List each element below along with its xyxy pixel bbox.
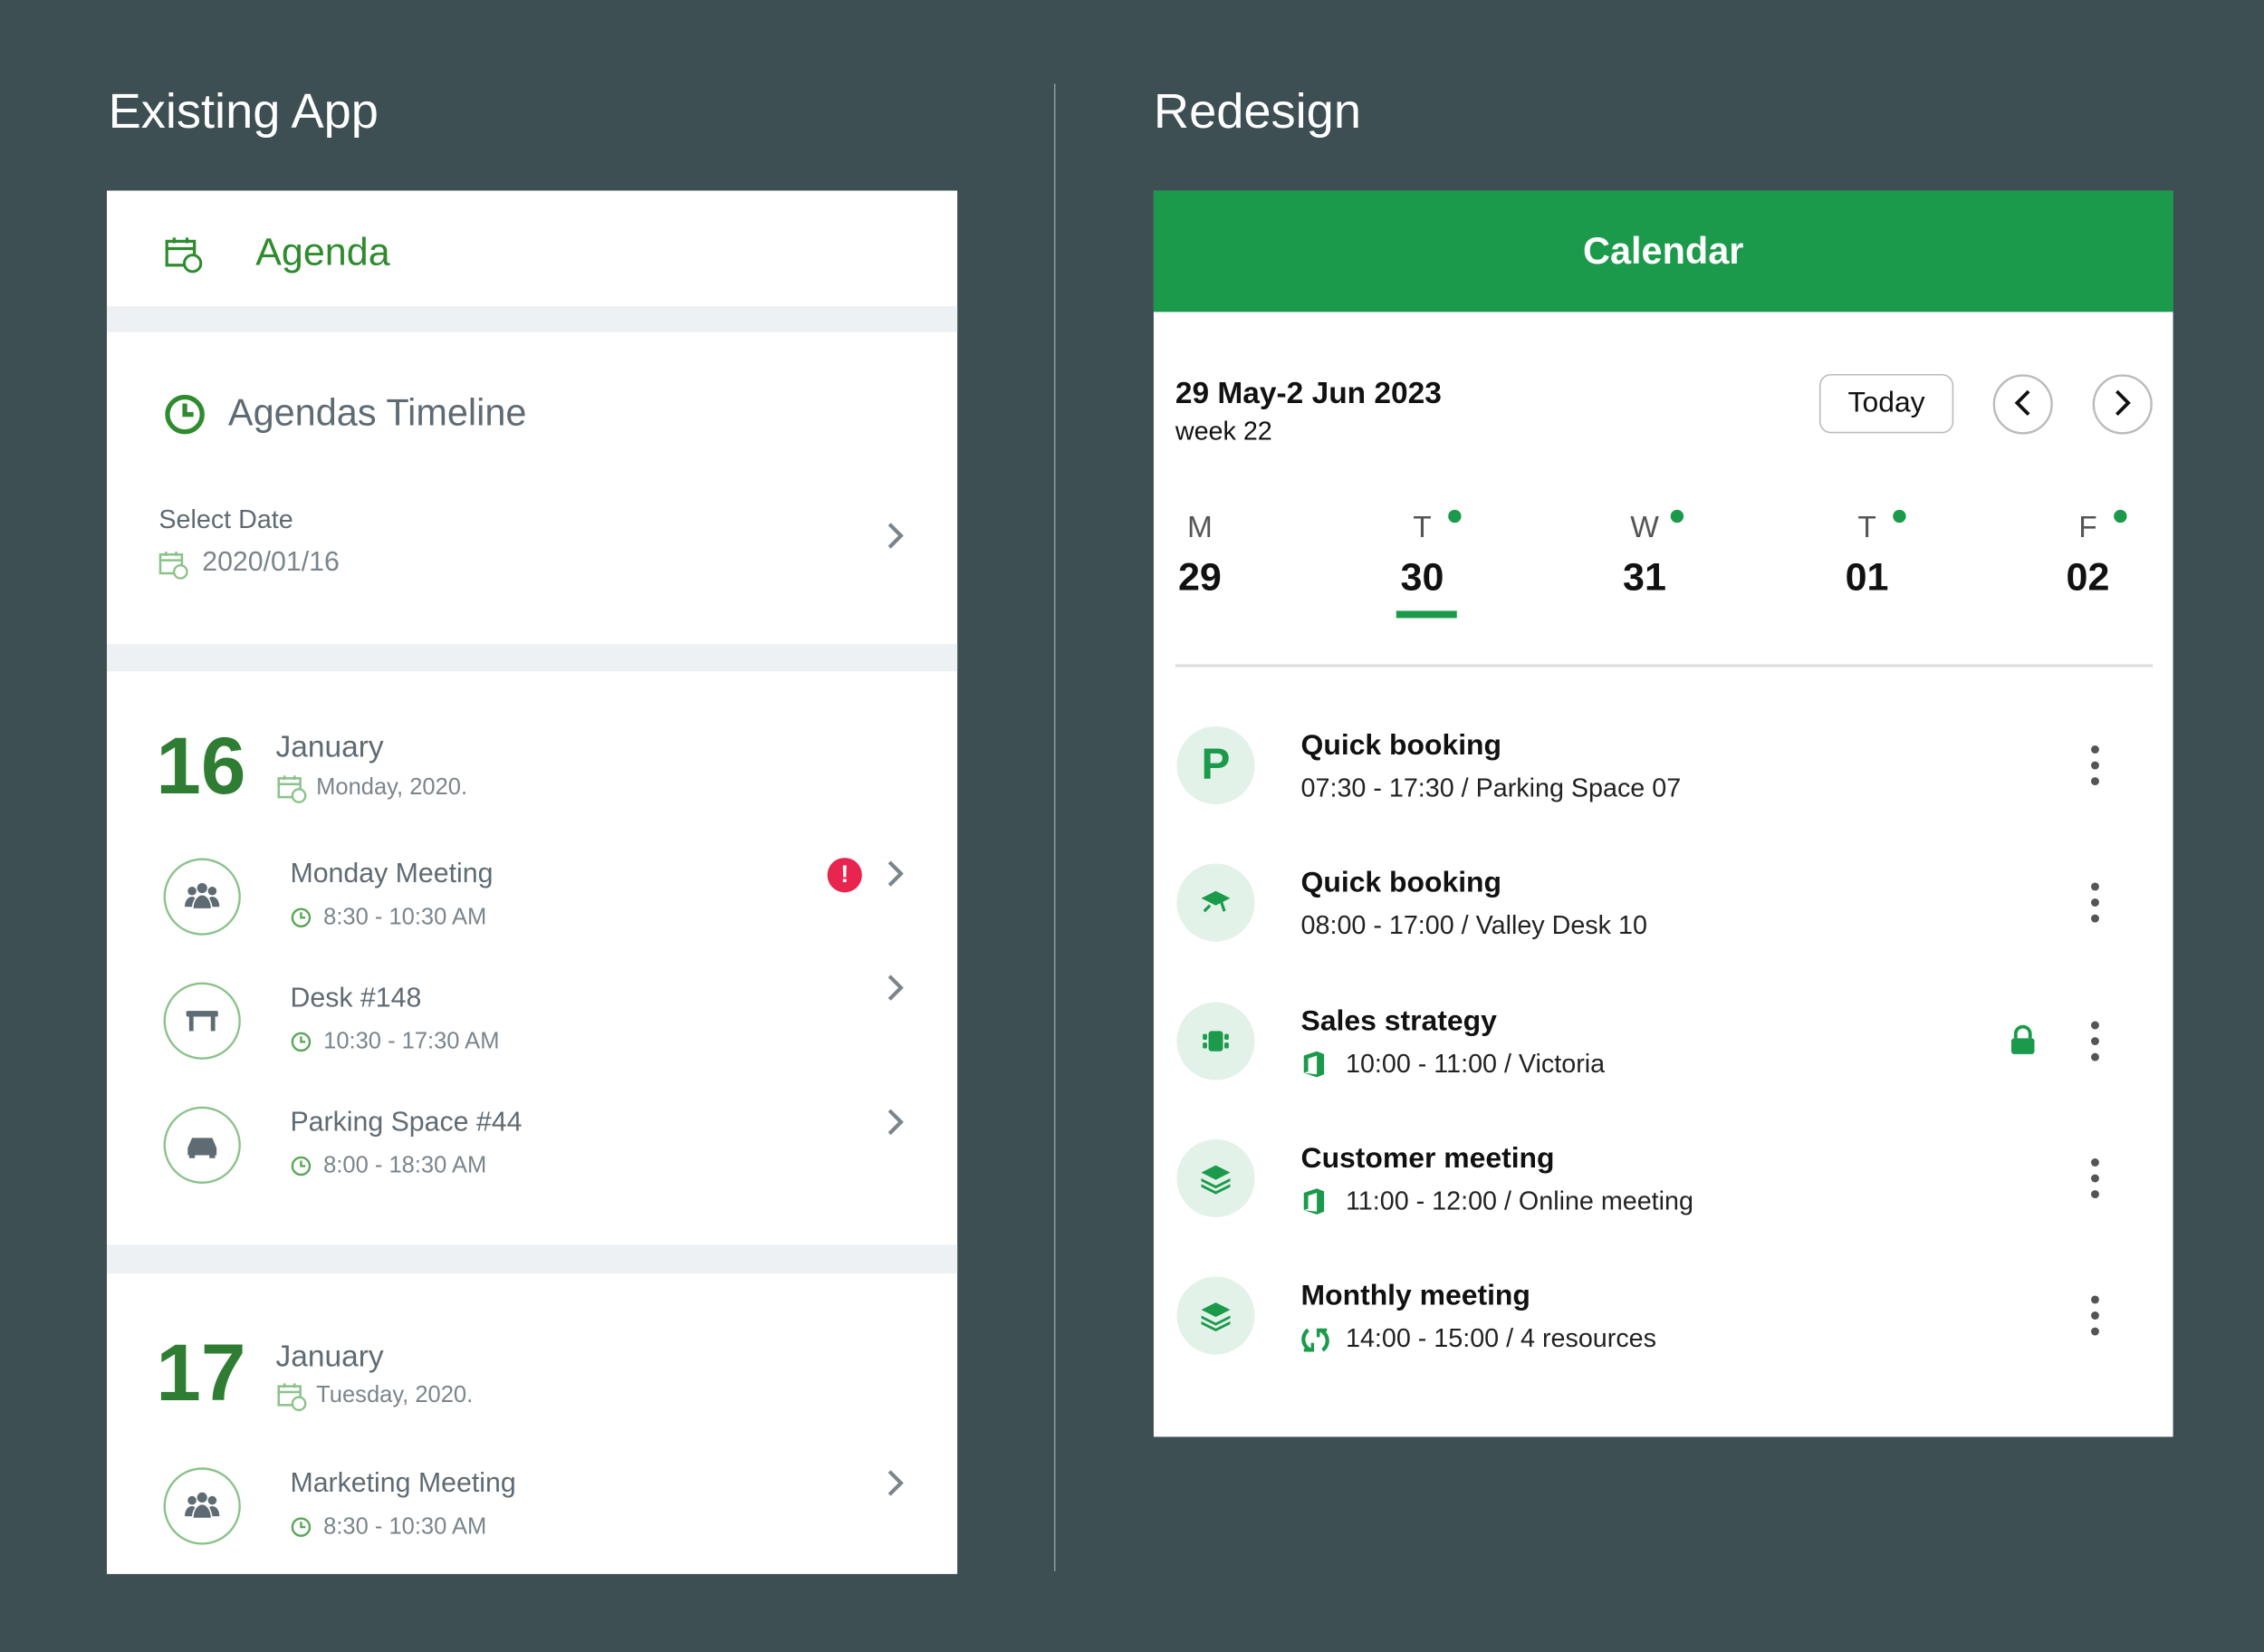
existing-panel [106,190,958,1574]
icon [163,234,204,282]
weekday: Tuesday, 2020. [316,1383,474,1408]
header-title: Agenda [255,230,390,274]
item-time: 8:30 - 10:30 AM [323,905,487,930]
icon [158,549,189,588]
item-icon [163,858,241,943]
chevron[interactable] [884,858,907,897]
day-letter[interactable]: T [1857,511,1876,545]
item-title: Marketing Meeting [290,1468,516,1499]
event-dot [2114,509,2127,523]
lock-icon [2010,1023,2036,1062]
label: Select Date [158,504,293,534]
item-time: 10:30 - 17:30 AM [323,1029,500,1054]
day-letter[interactable]: W [1630,511,1659,545]
more-button[interactable] [2089,1019,2101,1070]
band [106,1244,958,1274]
day-letter[interactable]: M [1186,511,1213,545]
event-icon: P [1201,740,1231,789]
nav-button[interactable] [2092,374,2153,442]
weekday: Monday, 2020. [316,775,468,801]
item-icon [163,1106,241,1191]
item-icon [163,1467,241,1552]
event-dot [1670,509,1684,523]
event-source-icon [1300,1324,1331,1363]
day-letter[interactable]: T [1413,511,1432,545]
chevron[interactable] [884,520,907,559]
icon [163,393,206,444]
day-number[interactable]: 31 [1623,555,1666,599]
event-title[interactable]: Quick booking [1300,867,1502,899]
day-number[interactable]: 30 [1400,555,1444,599]
event-source-icon [1300,1049,1329,1085]
event-icon-bg [1176,725,1255,805]
icon [276,773,308,812]
item-time: 8:00 - 18:30 AM [323,1153,487,1179]
day-number[interactable]: 02 [2066,555,2110,599]
month: January [275,730,384,764]
more-button[interactable] [2089,1294,2101,1345]
event-detail: 14:00 - 15:00 / 4 resources [1345,1323,1657,1353]
selected-underline [1396,610,1457,619]
date: 2020/01/16 [202,547,340,578]
event-source-icon [1300,1186,1329,1223]
month: January [275,1340,384,1374]
section-title: Agendas Timeline [227,390,527,435]
heading: Redesign [1153,84,1361,139]
event-title[interactable]: Monthly meeting [1300,1280,1530,1312]
event-icon [1195,1295,1236,1343]
band [106,644,958,672]
icon [290,1031,312,1060]
event-icon [1195,1021,1236,1069]
day-letter[interactable]: F [2078,511,2097,545]
chevron[interactable] [884,1467,907,1506]
item-title: Desk #148 [290,983,422,1014]
event-title[interactable]: Quick booking [1300,729,1502,763]
event-title[interactable]: Customer meeting [1300,1142,1555,1175]
event-detail: 08:00 - 17:00 / Valley Desk 10 [1300,910,1647,940]
band [106,306,958,332]
event-icon [1195,1158,1236,1206]
day-number[interactable]: 29 [1177,555,1222,599]
event-detail: 11:00 - 12:00 / Online meeting [1345,1186,1693,1215]
chevron[interactable] [884,1106,907,1145]
chevron[interactable] [884,972,907,1011]
icon [290,1516,312,1545]
heading: Existing App [108,84,379,139]
app-bar [1153,190,2173,312]
event-icon [1195,883,1236,931]
date-range: 29 May-2 Jun 2023 [1175,377,1442,410]
event-dot [1448,509,1462,523]
icon [290,907,312,936]
icon [290,1156,312,1185]
day-number[interactable]: 01 [1845,555,1889,599]
event-detail: 07:30 - 17:30 / Parking Space 07 [1300,773,1682,802]
nav-button[interactable] [1992,374,2053,442]
item-title: Monday Meeting [290,859,494,890]
event-detail: 10:00 - 11:00 / Victoria [1345,1048,1606,1078]
event-title[interactable]: Sales strategy [1300,1004,1497,1037]
more-button[interactable] [2089,744,2101,794]
week: week 22 [1175,416,1272,446]
item-icon [163,982,241,1067]
today-button[interactable]: Today [1818,373,1954,434]
more-button[interactable] [2089,1157,2101,1207]
event-dot [1893,509,1906,523]
item-time: 8:30 - 10:30 AM [323,1514,487,1540]
item-title: Parking Space #44 [290,1107,523,1138]
app-title: Calendar [1583,228,1744,273]
icon [276,1380,308,1419]
divider [1053,83,1056,1571]
more-button[interactable] [2089,881,2101,932]
day-number: 17 [156,1326,246,1417]
alert: ! [827,858,862,893]
separator [1175,664,2154,667]
day-number: 16 [156,719,246,812]
